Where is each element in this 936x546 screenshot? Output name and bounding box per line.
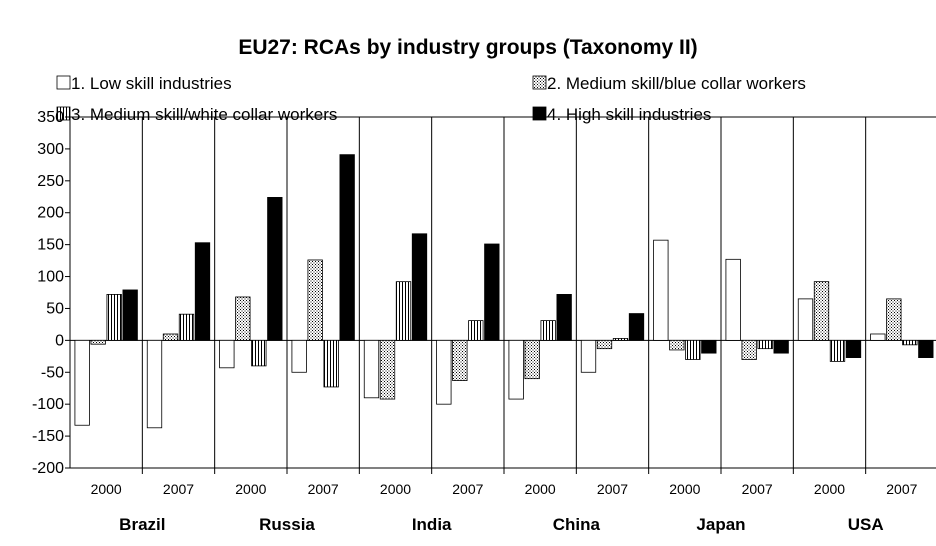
y-tick-label: 350 [37, 109, 64, 126]
y-tick-label: 200 [37, 205, 64, 222]
y-tick-label: 0 [55, 332, 64, 349]
x-tick-label: 2000 [91, 481, 122, 497]
y-tick-label: -100 [32, 396, 64, 413]
legend-label: 4. High skill industries [547, 105, 711, 124]
y-tick-label: 50 [46, 300, 64, 317]
bar [556, 294, 572, 341]
bar [685, 339, 701, 360]
x-tick-label: 2000 [380, 481, 411, 497]
bar [323, 339, 339, 388]
bar [74, 339, 90, 426]
bar [813, 281, 830, 341]
bar [307, 259, 323, 341]
bar [725, 258, 741, 341]
bar [829, 339, 846, 362]
bar [267, 197, 283, 341]
bar [339, 154, 355, 341]
legend-swatch [532, 106, 547, 121]
x-tick-label: 2000 [235, 481, 266, 497]
x-tick-label: 2007 [163, 481, 194, 497]
y-tick-label: 150 [37, 237, 64, 254]
bar [797, 298, 814, 341]
bar [701, 339, 717, 354]
bar [628, 313, 645, 341]
y-tick-label: -200 [32, 460, 64, 477]
x-tick-label: 2007 [742, 481, 773, 497]
x-tick-label: 2007 [597, 481, 628, 497]
bar [251, 339, 267, 367]
legend-swatch [532, 75, 547, 90]
bar [902, 339, 918, 346]
x-tick-label: 2007 [308, 481, 339, 497]
bar [146, 339, 163, 429]
plot-area: 350 300 250 200 150 100 50 0 -50 -100 -150 -200 2000… [32, 109, 936, 534]
bar [524, 339, 540, 380]
group-label: Brazil [119, 515, 165, 534]
bar [653, 239, 669, 341]
bar [436, 339, 452, 405]
legend-label: 3. Medium skill/white collar workers [71, 105, 337, 124]
y-tick-label: 100 [37, 269, 64, 286]
bar [870, 333, 886, 341]
x-tick-label: 2007 [886, 481, 917, 497]
bar [612, 338, 629, 341]
bar [580, 339, 597, 373]
bar [918, 339, 934, 358]
bar [886, 298, 902, 341]
bar [669, 339, 685, 351]
group-label: Russia [259, 515, 315, 534]
x-tick-label: 2007 [452, 481, 483, 497]
bar [194, 242, 211, 341]
bar [596, 339, 613, 350]
legend-swatch [56, 75, 71, 90]
bar [845, 339, 862, 358]
y-tick-label: 300 [37, 141, 64, 158]
bar [219, 339, 235, 369]
x-tick-label: 2000 [525, 481, 556, 497]
bar [395, 281, 412, 341]
bar [291, 339, 307, 373]
bar [363, 339, 380, 399]
bar [411, 233, 428, 341]
x-tick-label: 2000 [669, 481, 700, 497]
legend: 1. Low skill industries 2. Medium skill/b… [56, 74, 806, 124]
chart-title: EU27: RCAs by industry groups (Taxonomy … [238, 36, 697, 59]
bar [90, 339, 106, 345]
bar [540, 320, 556, 341]
bar [757, 339, 773, 350]
bar [178, 313, 195, 341]
legend-label: 2. Medium skill/blue collar workers [547, 74, 806, 93]
bar [741, 339, 757, 360]
bar [508, 339, 524, 400]
bar [773, 339, 789, 354]
bar [452, 339, 468, 381]
legend-label: 1. Low skill industries [71, 74, 232, 93]
bar [122, 289, 138, 341]
bar [484, 243, 500, 341]
bar [106, 294, 122, 341]
bar [235, 296, 251, 341]
y-tick-label: -150 [32, 428, 64, 445]
group-label: USA [848, 515, 884, 534]
bar [162, 333, 179, 341]
group-label: Japan [696, 515, 745, 534]
group-label: China [553, 515, 601, 534]
y-tick-label: 250 [37, 173, 64, 190]
y-tick-label: -50 [41, 364, 64, 381]
group-label: India [412, 515, 452, 534]
bar [379, 339, 396, 400]
x-tick-label: 2000 [814, 481, 845, 497]
bar [468, 320, 484, 341]
